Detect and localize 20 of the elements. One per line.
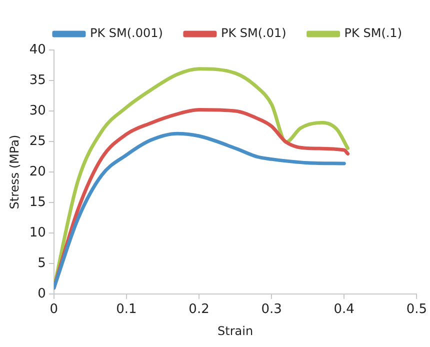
legend-label: PK SM(.01) <box>220 26 286 40</box>
x-tick-label: 0.4 <box>334 302 354 318</box>
y-tick-label: 40 <box>29 42 46 58</box>
y-tick-label: 5 <box>38 256 46 271</box>
x-tick-label: 0.3 <box>261 302 282 318</box>
y-axis-title: Stress (MPa) <box>7 134 22 210</box>
y-tick-label: 20 <box>29 164 46 180</box>
x-tick-label: 0.1 <box>116 302 137 318</box>
x-tick-label: 0.2 <box>188 302 210 318</box>
y-tick-label: 15 <box>29 194 46 210</box>
y-tick-label: 10 <box>29 225 46 240</box>
y-tick-label: 0 <box>38 286 46 302</box>
y-tick-label: 30 <box>29 103 46 118</box>
legend-label: PK SM(.001) <box>90 26 163 40</box>
x-tick-label: 0.5 <box>406 302 428 318</box>
x-tick-label: 0 <box>50 302 58 318</box>
y-tick-label: 25 <box>29 134 46 149</box>
y-tick-label: 35 <box>29 72 46 88</box>
legend-label: PK SM(.1) <box>344 26 402 40</box>
x-axis-title: Strain <box>218 324 254 338</box>
